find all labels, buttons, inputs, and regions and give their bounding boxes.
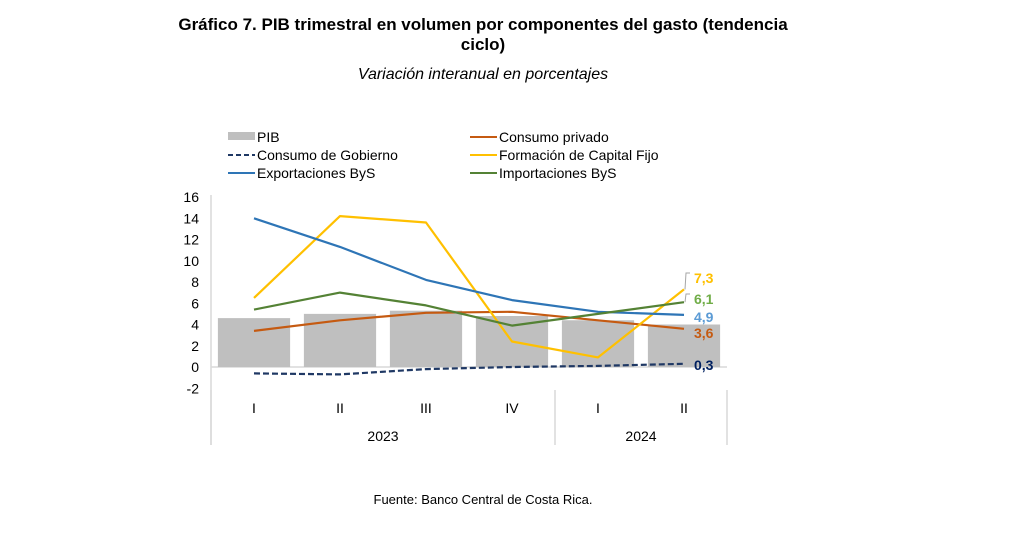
bar-pib (647, 324, 721, 367)
x-group-label: 2023 (367, 428, 398, 444)
y-tick-label: 8 (191, 274, 199, 290)
chart-title-line-2: ciclo) (460, 35, 506, 54)
chart-title: Gráfico 7. PIB trimestral en volumen por… (0, 15, 966, 55)
y-tick-label: 12 (183, 232, 199, 248)
chart-subtitle: Variación interanual en porcentajes (357, 66, 609, 83)
legend-swatch-bar (228, 132, 255, 140)
legend-label: Importaciones ByS (499, 165, 617, 181)
bar-pib (303, 313, 377, 367)
leader-line (684, 293, 690, 303)
legend-label: Formación de Capital Fijo (499, 147, 659, 163)
y-tick-label: -2 (187, 380, 200, 396)
chart-title-line-1: Gráfico 7. PIB trimestral en volumen por… (178, 15, 788, 34)
bar-pib (389, 310, 463, 367)
bar-pib (217, 318, 291, 367)
y-tick-label: 6 (191, 295, 199, 311)
legend-item-formacion-de-capital-fijo: Formación de Capital Fijo (470, 147, 659, 163)
y-tick-label: 4 (191, 317, 199, 333)
legend-item-importaciones-bys: Importaciones ByS (470, 165, 617, 181)
x-tick-label: I (596, 400, 600, 416)
x-tick-label: IV (505, 400, 519, 416)
line-exportaciones-bys (253, 217, 685, 316)
bar-pib (561, 320, 635, 367)
x-tick-label: I (252, 400, 256, 416)
end-label: 7,3 (694, 270, 714, 286)
y-tick-label: 2 (191, 338, 199, 354)
legend-label: Exportaciones ByS (257, 165, 375, 181)
y-tick-label: 0 (191, 359, 199, 375)
legend-label: PIB (257, 129, 280, 145)
x-tick-label: II (336, 400, 344, 416)
end-label: 4,9 (694, 309, 714, 325)
y-tick-label: 14 (183, 210, 199, 226)
legend-item-consumo-de-gobierno: Consumo de Gobierno (228, 147, 398, 163)
legend-item-exportaciones-bys: Exportaciones ByS (228, 165, 375, 181)
legend-item-consumo-privado: Consumo privado (470, 129, 609, 145)
line-formacion-de-capital-fijo (253, 215, 685, 359)
x-tick-label: II (680, 400, 688, 416)
line-consumo-privado (253, 310, 685, 332)
x-tick-label: III (420, 400, 432, 416)
legend-label: Consumo privado (499, 129, 609, 145)
leader-line (684, 272, 690, 290)
legend-item-pib: PIB (228, 129, 280, 145)
x-group-label: 2024 (625, 428, 656, 444)
end-label: 0,3 (694, 357, 714, 373)
legend-label: Consumo de Gobierno (257, 147, 398, 163)
legend: PIB Consumo privado Consumo de Gobierno For… (228, 129, 659, 181)
end-label: 3,6 (694, 325, 714, 341)
end-labels: 7,3 6,1 4,93,6 0,3 (684, 270, 714, 373)
end-label: 6,1 (694, 291, 714, 307)
y-tick-label: 10 (183, 253, 199, 269)
lines (253, 215, 685, 376)
chart-source: Fuente: Banco Central de Costa Rica. (373, 492, 593, 507)
line-importaciones-bys (253, 291, 685, 327)
y-tick-label: 16 (183, 189, 199, 205)
